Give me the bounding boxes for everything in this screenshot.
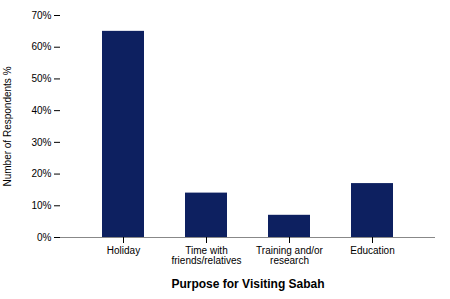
svg-text:Education: Education [350,245,394,256]
svg-text:20%: 20% [31,168,51,179]
svg-text:Purpose for Visiting Sabah: Purpose for Visiting Sabah [171,277,324,291]
svg-text:10%: 10% [31,200,51,211]
svg-text:Number of Respondents %: Number of Respondents % [2,66,13,186]
svg-text:60%: 60% [31,41,51,52]
svg-text:40%: 40% [31,105,51,116]
svg-text:Holiday: Holiday [107,245,140,256]
svg-text:Time withfriends/relatives: Time withfriends/relatives [171,245,241,266]
svg-text:0%: 0% [37,232,52,243]
svg-text:Training and/orresearch: Training and/orresearch [256,245,324,266]
svg-text:50%: 50% [31,73,51,84]
svg-text:30%: 30% [31,137,51,148]
svg-text:70%: 70% [31,10,51,21]
